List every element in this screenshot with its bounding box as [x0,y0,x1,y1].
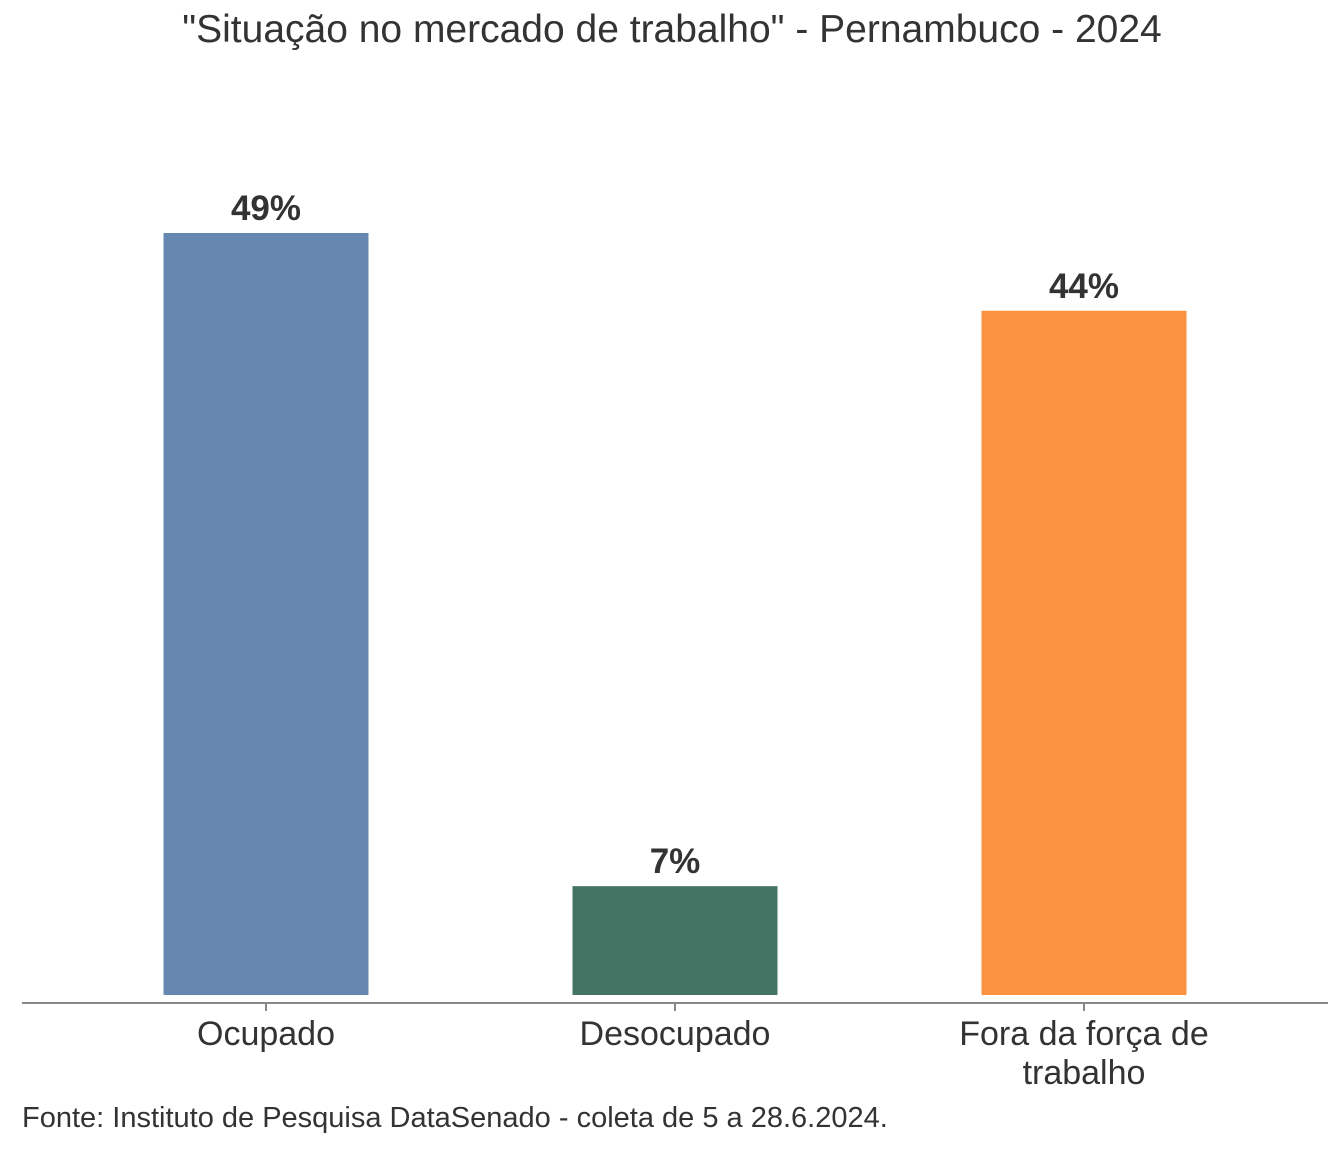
data-label-0: 49% [231,189,301,228]
data-label-2: 44% [1049,267,1119,306]
x-tick-label-2: Fora da força de [959,1015,1208,1053]
bar-0 [163,233,369,995]
source-note: Fonte: Instituto de Pesquisa DataSenado … [22,1102,888,1134]
x-tick-label-2: trabalho [1023,1054,1146,1092]
x-tick-label-0: Ocupado [197,1015,335,1053]
data-label-1: 7% [650,842,701,881]
bar-2 [981,310,1187,995]
x-tick-label-1: Desocupado [580,1015,771,1053]
bar-1 [572,886,778,995]
chart-title: "Situação no mercado de trabalho" - Pern… [182,8,1162,51]
